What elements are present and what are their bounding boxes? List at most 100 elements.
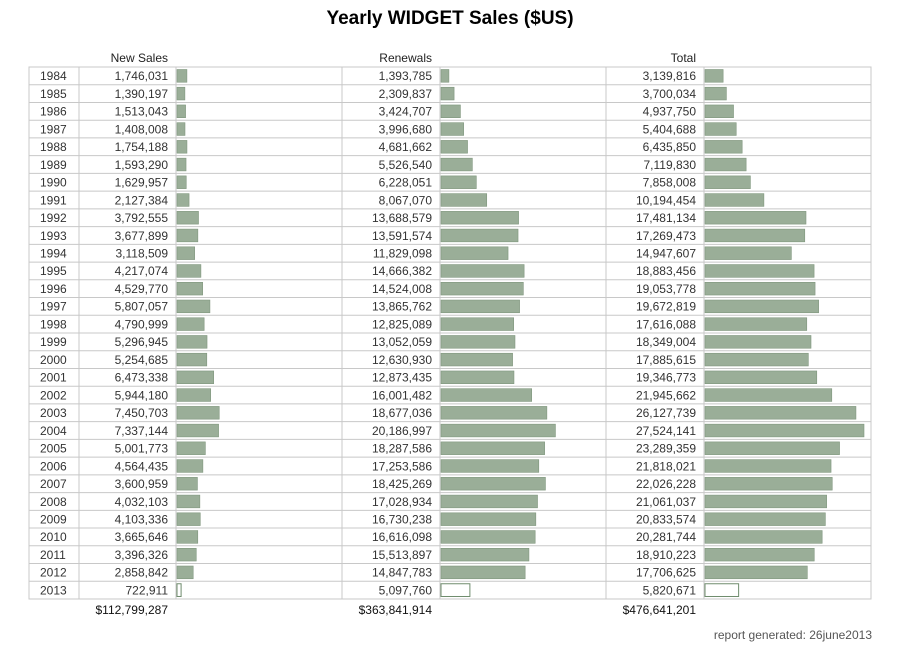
new-sales-bar	[176, 281, 203, 296]
year-label: 2003	[40, 406, 67, 420]
renewals-value: 14,847,783	[372, 566, 432, 580]
totals-value: 17,885,615	[636, 353, 696, 367]
year-label: 1994	[40, 246, 67, 260]
renewals-value: 13,052,059	[372, 335, 432, 349]
renewals-value: 18,677,036	[372, 406, 432, 420]
new-sales-value: 4,032,103	[115, 495, 169, 509]
new-sales-value: 2,858,842	[115, 566, 169, 580]
new-sales-value: 3,396,326	[115, 548, 169, 562]
chart-title: Yearly WIDGET Sales ($US)	[326, 8, 574, 29]
renewals-value: 3,996,680	[379, 122, 433, 136]
new-sales-value: 1,593,290	[115, 158, 169, 172]
totals-value: 19,672,819	[636, 300, 696, 314]
renewals-bar	[440, 370, 515, 384]
totals-bar	[704, 530, 823, 544]
totals-bar	[704, 157, 747, 172]
totals-bar	[704, 512, 826, 526]
renewals-value: 6,228,051	[379, 176, 433, 190]
new-sales-value: 4,529,770	[115, 282, 169, 296]
renewals-bar	[440, 317, 514, 331]
renewals-value: 13,865,762	[372, 300, 432, 314]
new-sales-value: 3,792,555	[115, 211, 169, 225]
renewals-value: 13,591,574	[372, 229, 432, 243]
new-sales-bar	[176, 388, 211, 402]
new-sales-bar	[176, 104, 186, 118]
renewals-bar	[440, 565, 526, 580]
totals-bar	[704, 193, 765, 207]
year-label: 2002	[40, 388, 67, 402]
year-label: 1990	[40, 176, 67, 190]
totals-bar	[704, 388, 833, 402]
new-sales-value: 722,911	[126, 583, 169, 597]
renewals-value: 8,067,070	[379, 193, 433, 207]
renewals-bar	[440, 69, 450, 83]
new-sales-bar	[176, 228, 199, 243]
renewals-bar	[440, 512, 537, 526]
totals-bar	[704, 86, 727, 101]
renewals-bar	[440, 86, 455, 101]
renewals-value: 16,616,098	[372, 530, 432, 544]
year-label: 1992	[40, 211, 67, 225]
renewals-value: 1,393,785	[379, 69, 433, 83]
new-sales-value: 5,001,773	[115, 442, 169, 456]
new-sales-value: 1,629,957	[115, 176, 169, 190]
totals-value: 5,404,688	[643, 122, 697, 136]
year-label: 2007	[40, 477, 67, 491]
new-sales-value: 4,103,336	[115, 512, 169, 526]
new-sales-bar	[176, 299, 211, 314]
year-label: 2011	[40, 548, 66, 562]
year-label: 1987	[40, 122, 67, 136]
totals-value: 17,706,625	[636, 566, 696, 580]
renewals-value: 15,513,897	[372, 548, 432, 562]
totals-bar	[704, 122, 737, 136]
totals-value: 3,139,816	[643, 69, 697, 83]
new-sales-bar	[176, 246, 195, 260]
totals-bar	[704, 459, 832, 473]
column-total-total: $476,641,201	[623, 603, 697, 617]
renewals-bar	[440, 530, 536, 544]
year-label: 2004	[40, 424, 67, 438]
totals-value: 14,947,607	[636, 246, 696, 260]
year-label: 2005	[40, 442, 67, 456]
new-sales-value: 7,337,144	[115, 424, 169, 438]
renewals-value: 2,309,837	[379, 87, 433, 101]
totals-bar	[704, 104, 734, 118]
renewals-bar	[440, 211, 519, 225]
renewals-bar	[440, 264, 525, 278]
new-sales-value: 5,296,945	[115, 335, 169, 349]
renewals-bar	[440, 441, 545, 455]
totals-bar	[704, 281, 816, 296]
renewals-bar	[440, 228, 519, 243]
totals-bar	[704, 246, 792, 260]
totals-bar	[704, 299, 819, 314]
totals-value: 6,435,850	[643, 140, 697, 154]
renewals-bar	[440, 459, 540, 473]
new-sales-bar	[176, 423, 219, 438]
new-sales-bar	[176, 370, 214, 384]
totals-bar	[704, 228, 806, 243]
year-label: 1998	[40, 317, 67, 331]
new-sales-value: 5,807,057	[115, 300, 169, 314]
totals-bar	[704, 583, 740, 597]
renewals-bar	[440, 104, 461, 118]
year-label: 1988	[40, 140, 67, 154]
new-sales-bar	[176, 547, 197, 562]
new-sales-bar	[176, 530, 199, 544]
year-label: 1984	[40, 69, 67, 83]
new-sales-bar	[176, 211, 199, 225]
totals-value: 21,818,021	[636, 459, 696, 473]
new-sales-bar	[176, 86, 186, 101]
new-sales-value: 4,790,999	[115, 317, 169, 331]
new-sales-bar	[176, 157, 187, 172]
renewals-value: 12,630,930	[372, 353, 432, 367]
new-sales-bar	[176, 69, 188, 83]
renewals-value: 14,524,008	[372, 282, 432, 296]
column-header-total: Total	[671, 51, 696, 65]
renewals-value: 16,001,482	[372, 388, 432, 402]
renewals-value: 14,666,382	[372, 264, 432, 278]
renewals-bar	[440, 352, 513, 367]
year-label: 1999	[40, 335, 67, 349]
sales-table-chart: New Sales Renewals Total 1984 1,746,031 1,393…	[28, 51, 872, 617]
new-sales-value: 1,390,197	[115, 87, 169, 101]
totals-value: 27,524,141	[636, 424, 696, 438]
